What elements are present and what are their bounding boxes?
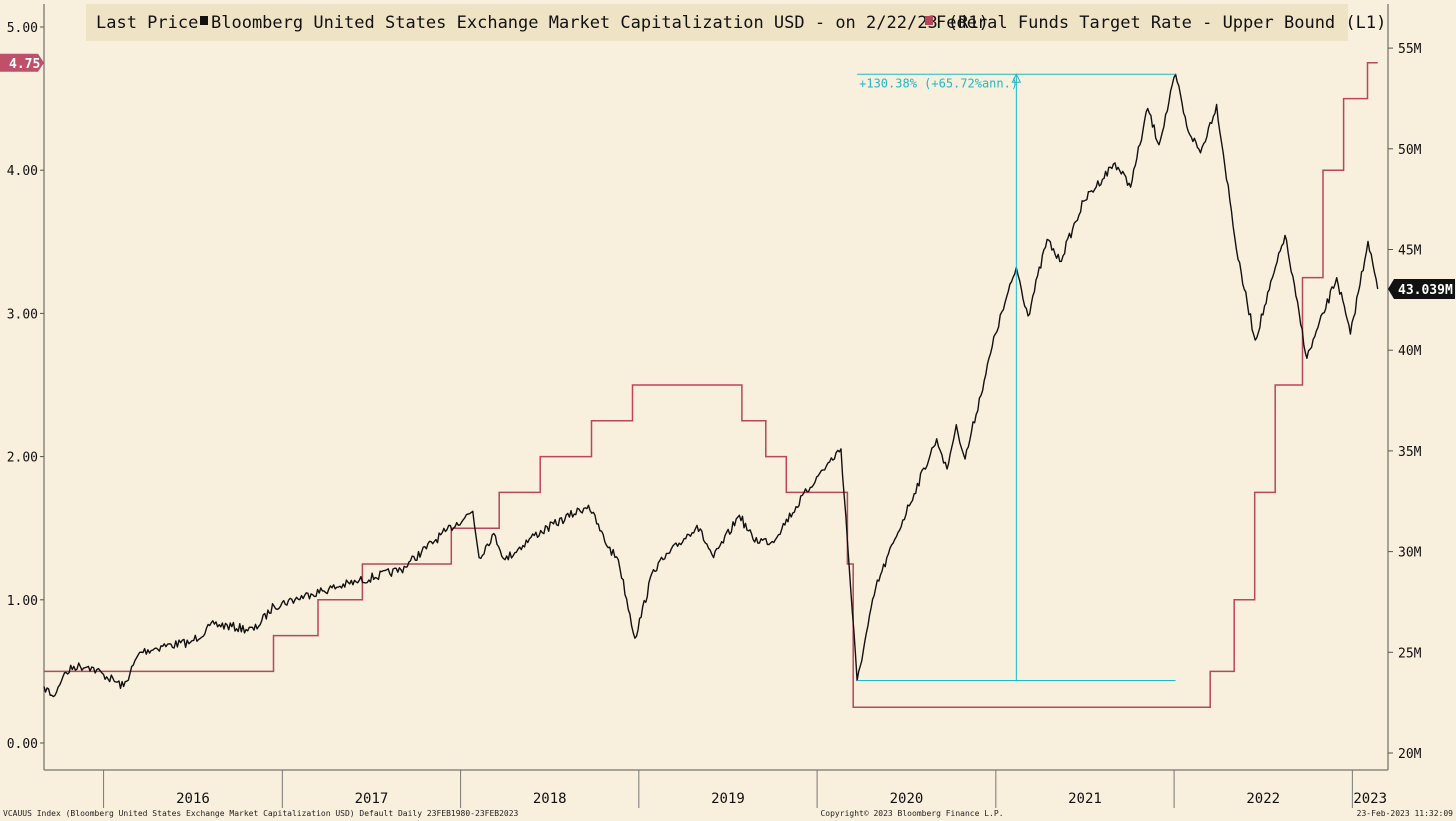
right-axis-ticks: 20M 25M 30M 35M 40M 45M 50M 55M [1388,42,1422,762]
right-tick-label: 20M [1398,747,1422,762]
year-label: 2018 [533,791,567,807]
left-tick-label: 3.00 [7,307,38,322]
year-label: 2020 [890,791,924,807]
left-tick-label: 4.00 [7,164,38,179]
x-axis-ticks: 2016 2017 2018 2019 2020 2021 2022 2023 [103,770,1387,808]
right-tick-label: 25M [1398,646,1422,661]
right-tick-label: 45M [1398,244,1422,259]
year-label: 2016 [176,791,210,807]
year-label: 2022 [1246,791,1280,807]
left-axis-ticks: 0.00 1.00 2.00 3.00 4.00 5.00 [7,21,44,752]
year-label: 2019 [711,791,745,807]
legend-prefix: Last Price [96,13,198,33]
legend-background [86,4,1348,41]
right-tick-label: 40M [1398,344,1422,359]
left-tick-label: 1.00 [7,594,38,609]
right-last-value-badge: 43.039M [1388,278,1455,299]
footer-source: VCAUUS Index (Bloomberg United States Ex… [3,809,519,818]
right-badge-shape [1388,278,1455,299]
year-label: 2017 [355,791,389,807]
legend-swatch-market-cap [200,16,208,25]
right-tick-label: 55M [1398,42,1422,57]
left-badge-value: 4.75 [9,57,40,72]
series-fed-funds-line [44,62,1378,708]
footer-timestamp: 23-Feb-2023 11:32:09 [1357,809,1454,818]
annotation-label: +130.38% (+65.72%ann.) [859,76,1018,90]
right-tick-label: 50M [1398,143,1422,158]
legend-series-2: Federal Funds Target Rate - Upper Bound … [936,13,1386,33]
year-label: 2023 [1353,791,1387,807]
left-tick-label: 0.00 [7,737,38,752]
right-badge-value: 43.039M [1398,283,1453,298]
legend-series-1: Bloomberg United States Exchange Market … [211,13,989,33]
legend-swatch-fed-funds [925,16,933,25]
right-tick-label: 35M [1398,445,1422,460]
footer-copyright: Copyright© 2023 Bloomberg Finance L.P. [820,809,1003,818]
series-market-cap-line [43,73,1379,698]
performance-annotation: +130.38% (+65.72%ann.) [857,73,1176,681]
left-last-value-badge: 4.75 [0,53,44,72]
year-label: 2021 [1068,791,1102,807]
annotation-arrow-icon [1011,73,1022,83]
left-tick-label: 2.00 [7,451,38,466]
left-tick-label: 5.00 [7,21,38,36]
left-badge-shape [0,53,44,72]
right-tick-label: 30M [1398,546,1422,561]
